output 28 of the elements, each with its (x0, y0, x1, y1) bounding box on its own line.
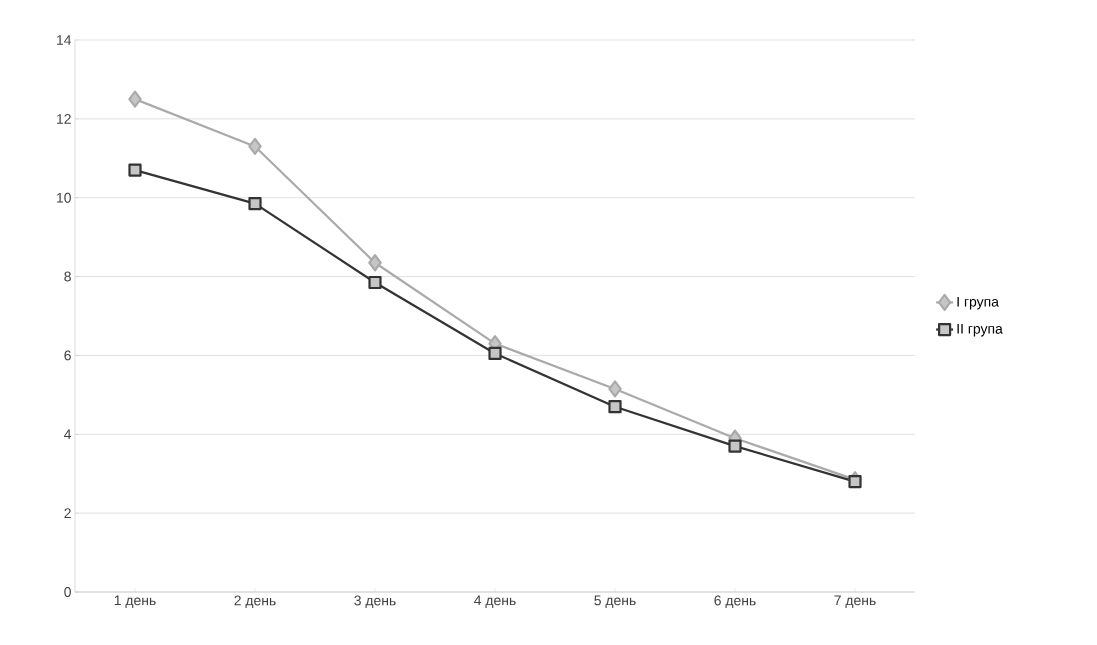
x-tick-label: 6 день (714, 595, 756, 609)
point (368, 254, 382, 272)
x-tick-label: 5 день (594, 595, 636, 608)
y-tick-label: 8 (64, 271, 71, 282)
y-tick-label: 6 (64, 350, 71, 361)
x-tick-label: 7 день (834, 595, 876, 608)
point (248, 197, 262, 211)
x-tick-label: 4 день (474, 595, 516, 608)
legend-label: II група (957, 323, 1003, 337)
point (128, 90, 142, 108)
x-tick-label: 1 день (114, 595, 156, 608)
point (368, 275, 382, 290)
y-tick-label: 12 (57, 113, 71, 124)
y-tick-label: 14 (57, 35, 72, 45)
point (488, 346, 502, 361)
x-tick-label: 3 день (354, 595, 396, 609)
y-tick-label: 4 (64, 429, 72, 440)
x-tick-label: 2 день (234, 595, 276, 609)
point (608, 400, 622, 414)
point (248, 137, 262, 156)
y-tick-label: 2 (64, 508, 71, 519)
point (848, 475, 862, 489)
y-tick-label: 0 (64, 587, 71, 597)
y-tick-label: 10 (57, 192, 71, 203)
point (608, 380, 622, 398)
point (728, 439, 742, 453)
legend-label: I група (957, 296, 999, 310)
point (128, 163, 142, 177)
